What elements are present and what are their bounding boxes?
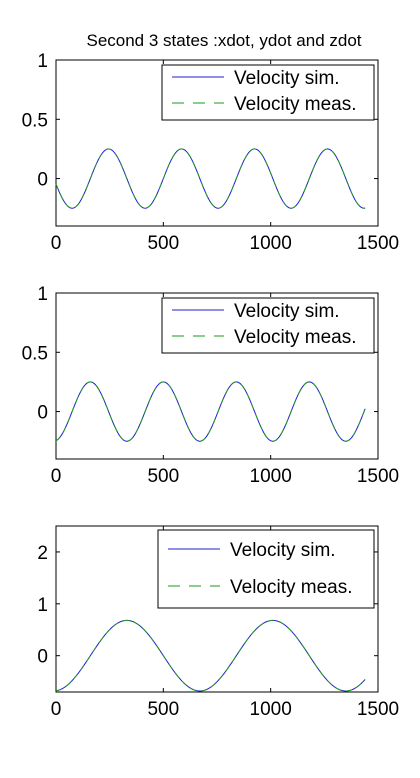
- y-tick-label: 0: [37, 403, 48, 424]
- x-tick-label: 1500: [357, 699, 399, 720]
- legend-label-velocity-meas: Velocity meas.: [234, 94, 357, 115]
- x-tick-label: 500: [147, 466, 179, 487]
- legend: Velocity sim. Velocity meas.: [161, 64, 375, 121]
- series-line-velocity-meas: [55, 381, 366, 442]
- legend-box: [157, 529, 375, 609]
- x-tick-label: 1000: [250, 466, 292, 487]
- x-tick-label: 1000: [250, 233, 292, 254]
- x-tick-label: 1500: [357, 233, 399, 254]
- series-line-velocity-meas: [55, 148, 366, 209]
- x-tick-label: 1500: [357, 466, 399, 487]
- legend-label-velocity-sim: Velocity sim.: [234, 301, 340, 322]
- legend-label-velocity-sim: Velocity sim.: [234, 68, 340, 89]
- subplot-1: 0 500 1000 1500 0 0.5 1 Velocity sim. Velocity m…: [22, 51, 400, 254]
- x-tick-label: 500: [147, 233, 179, 254]
- y-tick-label: 0: [37, 170, 48, 191]
- legend-box: [161, 297, 375, 354]
- legend-label-velocity-meas: Velocity meas.: [230, 577, 353, 598]
- x-tick-label: 1000: [250, 699, 292, 720]
- x-tick-label: 0: [51, 466, 62, 487]
- legend-label-velocity-sim: Velocity sim.: [230, 540, 336, 561]
- legend-label-velocity-meas: Velocity meas.: [234, 327, 357, 348]
- legend-box: [161, 64, 375, 121]
- y-tick-label: 1: [37, 284, 48, 305]
- y-tick-label: 0.5: [22, 343, 48, 364]
- x-tick-label: 500: [147, 699, 179, 720]
- y-tick-label: 0: [37, 647, 48, 668]
- legend: Velocity sim. Velocity meas.: [157, 529, 375, 609]
- y-tick-label: 1: [37, 595, 48, 616]
- series-line-velocity-meas: [55, 619, 366, 692]
- figure-title: Second 3 states :xdot, ydot and zdot: [86, 31, 361, 50]
- legend: Velocity sim. Velocity meas.: [161, 297, 375, 354]
- x-tick-label: 0: [51, 699, 62, 720]
- y-tick-label: 2: [37, 543, 48, 564]
- y-tick-label: 0.5: [22, 110, 48, 131]
- y-tick-label: 1: [37, 51, 48, 72]
- subplot-3: 0 500 1000 1500 0 1 2 Velocity sim. Velocity mea…: [37, 525, 399, 720]
- x-tick-label: 0: [51, 233, 62, 254]
- subplot-2: 0 500 1000 1500 0 0.5 1 Velocity sim. Velocity m…: [22, 284, 400, 487]
